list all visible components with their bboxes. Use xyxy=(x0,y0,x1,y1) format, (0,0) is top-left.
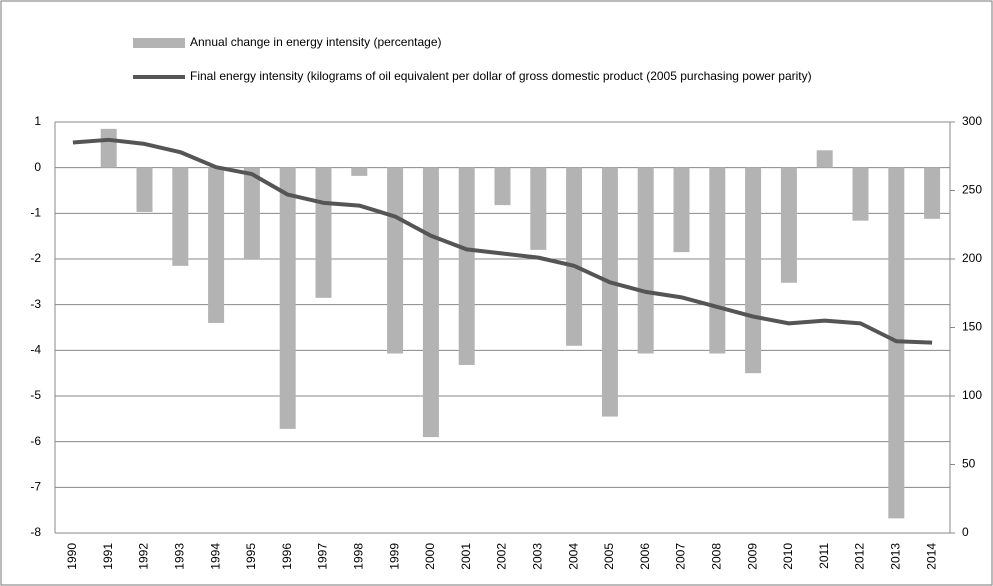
x-tick-label: 1995 xyxy=(244,543,258,570)
x-tick-label: 2009 xyxy=(745,543,759,570)
bar xyxy=(637,167,654,354)
x-tick-label: 2013 xyxy=(888,543,902,570)
bar xyxy=(387,167,404,354)
bar xyxy=(279,167,296,429)
bar xyxy=(816,150,833,168)
y-tick-label: -8 xyxy=(30,525,41,539)
x-tick-label: 2012 xyxy=(853,543,867,570)
bar xyxy=(852,167,869,221)
bar xyxy=(673,167,690,253)
x-tick-label: 2011 xyxy=(817,543,831,569)
y-tick-label: -3 xyxy=(30,297,41,311)
bar xyxy=(172,167,189,266)
x-tick-label: 1993 xyxy=(172,543,186,570)
line xyxy=(72,137,933,345)
bar xyxy=(351,167,368,176)
x-tick-label: 1991 xyxy=(101,543,115,570)
legend-label: Annual change in energy intensity (perce… xyxy=(190,35,442,49)
legend-label: Final energy intensity (kilograms of oil… xyxy=(190,69,812,83)
x-tick-label: 1994 xyxy=(208,543,222,570)
y-tick-label: -2 xyxy=(30,251,41,265)
bar xyxy=(208,167,225,323)
x-tick-label: 2000 xyxy=(423,543,437,570)
bar xyxy=(494,167,511,206)
y-tick-label: -7 xyxy=(30,480,41,494)
bar xyxy=(315,167,332,298)
x-tick-label: 2002 xyxy=(495,543,509,570)
bar xyxy=(530,167,547,250)
x-tick-label: 2014 xyxy=(924,543,938,570)
bar xyxy=(566,167,583,346)
y2-tick-label: 100 xyxy=(962,388,982,402)
y-tick-label: 0 xyxy=(34,160,41,174)
y2-tick-label: 50 xyxy=(962,457,976,471)
y2-tick-label: 0 xyxy=(962,525,969,539)
y2-tick-label: 300 xyxy=(962,114,982,128)
bar xyxy=(422,167,439,438)
bar xyxy=(243,167,260,259)
legend-swatch xyxy=(133,38,185,48)
bar xyxy=(709,167,726,354)
x-tick-label: 2007 xyxy=(674,543,688,570)
x-tick-label: 2001 xyxy=(459,543,473,570)
bar xyxy=(745,167,762,374)
bar xyxy=(601,167,618,417)
x-tick-label: 2005 xyxy=(602,543,616,570)
x-tick-label: 2004 xyxy=(566,543,580,570)
bar xyxy=(100,128,117,168)
x-tick-label: 1992 xyxy=(137,543,151,570)
x-tick-label: 1996 xyxy=(280,543,294,570)
bar xyxy=(458,167,475,365)
x-tick-label: 2003 xyxy=(530,543,544,570)
x-tick-label: 1998 xyxy=(351,543,365,570)
y-tick-label: -1 xyxy=(30,206,41,220)
x-tick-label: 2010 xyxy=(781,543,795,570)
y2-tick-label: 200 xyxy=(962,251,982,265)
y2-tick-label: 150 xyxy=(962,320,982,334)
x-tick-label: 2008 xyxy=(709,543,723,570)
y2-tick-label: 250 xyxy=(962,183,982,197)
x-tick-label: 2006 xyxy=(638,543,652,570)
bar xyxy=(780,167,797,283)
x-tick-label: 1997 xyxy=(316,543,330,570)
y-tick-label: -4 xyxy=(30,343,41,357)
y-tick-label: 1 xyxy=(34,114,41,128)
y-tick-label: -5 xyxy=(30,388,41,402)
bar xyxy=(924,167,941,219)
y-tick-label: -6 xyxy=(30,434,41,448)
x-tick-label: 1999 xyxy=(387,543,401,570)
bar xyxy=(136,167,153,212)
x-tick-label: 1990 xyxy=(65,543,79,570)
